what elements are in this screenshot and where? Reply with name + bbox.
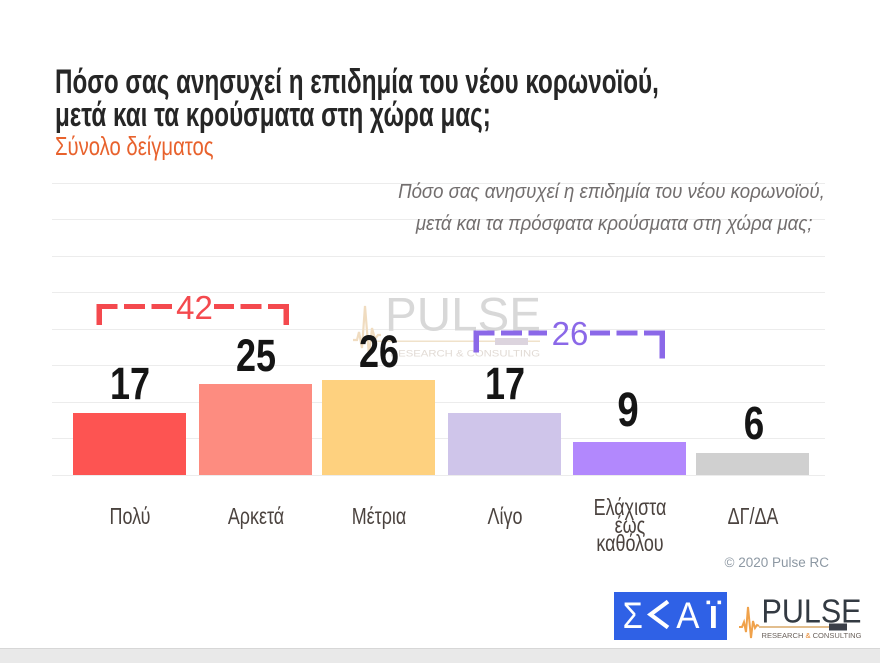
svg-text:RESEARCH & CONSULTING: RESEARCH & CONSULTING [390, 349, 540, 359]
svg-text:26: 26 [552, 315, 589, 352]
svg-text:Α: Α [676, 595, 699, 636]
svg-text:42: 42 [176, 289, 213, 326]
svg-text:Σ: Σ [623, 595, 643, 636]
svg-text:RESEARCH & CONSULTING: RESEARCH & CONSULTING [762, 633, 862, 640]
